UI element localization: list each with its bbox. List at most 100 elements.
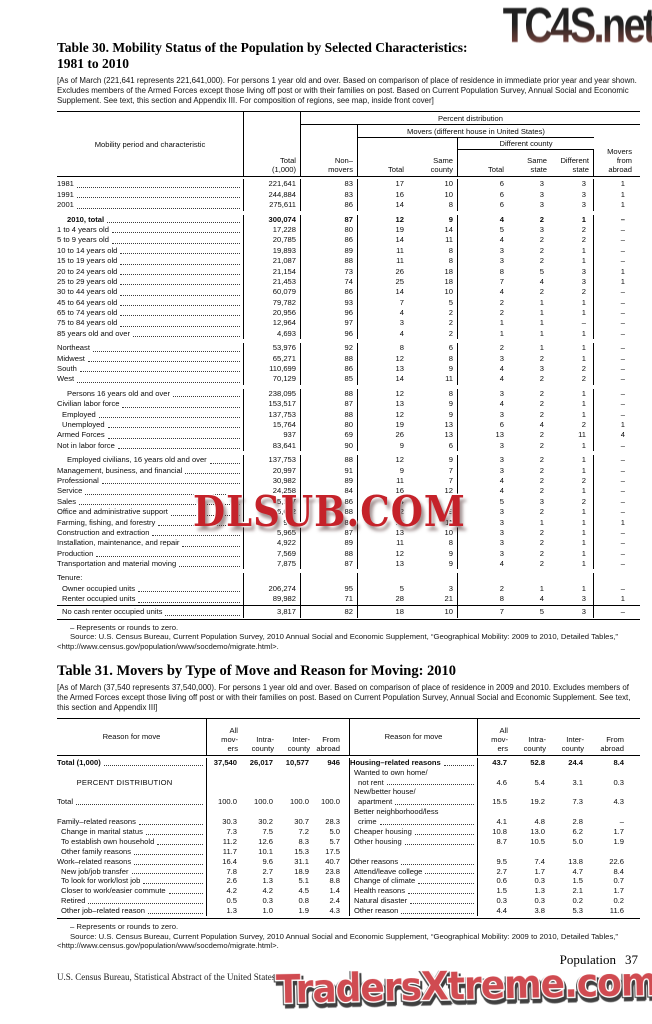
dot-leader xyxy=(209,455,240,464)
row-label: Management, business, and financial xyxy=(57,465,244,476)
cell: – xyxy=(620,486,625,496)
cell: 4 xyxy=(499,214,504,224)
row-label: Construction and extraction xyxy=(57,527,244,539)
cell: 1.5 xyxy=(572,876,583,886)
cell xyxy=(478,787,512,797)
cell: 7.3 xyxy=(572,797,583,807)
cell: 10 xyxy=(408,189,458,201)
cell xyxy=(588,807,640,817)
cell: 16.4 xyxy=(222,856,237,866)
table31-row: Total (1,000) 37,540 26,017 10,577 946 Housin… xyxy=(57,757,640,768)
cell: 4 xyxy=(399,308,404,318)
row-label: Total xyxy=(57,797,207,808)
table31-row: Other job–related reason 1.3 1.0 1.9 4.3 Othe… xyxy=(57,906,640,917)
dot-leader xyxy=(401,906,474,915)
col-header-movers-us: Movers (different house in United States… xyxy=(358,125,594,139)
cell: 15.5 xyxy=(492,797,507,807)
cell: 2 xyxy=(539,465,544,475)
cell: 5.3 xyxy=(572,906,583,916)
cell: 2 xyxy=(539,388,544,398)
cell xyxy=(551,573,594,584)
dot-leader xyxy=(117,441,240,450)
cell: 5 xyxy=(499,496,504,506)
table30-row: 1 to 4 years old 17,228 80 19 14 5 3 2 – xyxy=(57,224,640,236)
table30-body: 1981 221,641 83 17 10 6 3 3 1 1991 244,884 83 16 10 6 3… xyxy=(57,177,640,618)
cell: – xyxy=(620,388,625,398)
row-label xyxy=(57,807,207,818)
table31-row: Closer to work/easier commute 4.2 4.2 4.5 1.… xyxy=(57,886,640,897)
running-foot: Population 37 xyxy=(560,952,638,968)
row-label: Work–related reasons xyxy=(57,856,207,867)
cell: 13.0 xyxy=(530,827,545,837)
row-label: 5 to 9 years old xyxy=(57,235,244,246)
cell: – xyxy=(619,817,624,827)
cell: – xyxy=(620,548,625,558)
cell: 13 xyxy=(408,419,458,431)
cell: 275,611 xyxy=(244,200,301,211)
row-label: 25 to 29 years old xyxy=(57,276,244,288)
dot-leader xyxy=(170,507,240,516)
cell: 87 xyxy=(301,559,358,570)
cell: 3 xyxy=(499,548,504,558)
cell: 83,641 xyxy=(244,440,301,452)
cell: 88 xyxy=(301,256,358,267)
col-header-from-abroad-right: From abroad xyxy=(600,734,624,753)
cell: 6 xyxy=(499,189,504,199)
cell: – xyxy=(620,374,625,384)
cell: 9 xyxy=(408,214,458,225)
row-label: Installation, maintenance, and repair xyxy=(57,538,244,549)
table30-row: Renter occupied units 89,982 71 28 21 8 4 3 1 xyxy=(57,594,640,605)
cell: 3,817 xyxy=(244,605,301,618)
cell: 10 xyxy=(408,605,458,618)
table31-row: New job/job transfer 7.8 2.7 18.9 23.8 Attend… xyxy=(57,866,640,877)
cell: 11 xyxy=(408,235,458,246)
cell: 12 xyxy=(395,353,404,363)
cell: 9 xyxy=(408,559,458,570)
cell: 2 xyxy=(539,455,544,465)
cell: 93 xyxy=(301,297,358,309)
cell xyxy=(244,573,301,584)
cell: – xyxy=(620,559,625,569)
cell xyxy=(594,573,640,583)
cell: 5.4 xyxy=(534,777,545,787)
cell: 15,764 xyxy=(244,419,301,431)
row-label: Service xyxy=(57,486,244,497)
cell xyxy=(278,778,314,788)
table31-row: New/better house/ xyxy=(57,787,640,798)
cell xyxy=(207,807,242,817)
cell: 12 xyxy=(395,388,404,398)
cell: 1 xyxy=(539,583,544,593)
cell: 11 xyxy=(396,256,404,266)
cell: 22.6 xyxy=(609,856,624,866)
cell: 84 xyxy=(301,517,358,528)
cell: 90 xyxy=(301,440,358,452)
cell: 9 xyxy=(399,440,404,450)
cell: 100.0 xyxy=(289,797,309,807)
cell: 9 xyxy=(408,496,458,508)
cell xyxy=(512,768,550,778)
dot-leader xyxy=(401,857,474,865)
cell: 8 xyxy=(408,388,458,400)
cell: 206,274 xyxy=(244,583,301,595)
table31-row: Change in marital status 7.3 7.5 7.2 5.0 Chea… xyxy=(57,827,640,837)
cell: 70,129 xyxy=(244,374,301,385)
dot-leader xyxy=(425,867,474,875)
row-label: West xyxy=(57,374,244,385)
cell: 1.4 xyxy=(314,886,350,897)
cell: 28 xyxy=(395,594,404,604)
row-label: Professional xyxy=(57,475,244,487)
cell: 13 xyxy=(395,364,404,374)
cell: 43.7 xyxy=(492,757,507,767)
cell: 3 xyxy=(539,179,544,189)
cell: 11 xyxy=(408,374,458,385)
cell: 137,753 xyxy=(244,455,301,466)
cell: 1 xyxy=(539,328,544,338)
row-label: 1991 xyxy=(57,189,244,201)
cell: 89 xyxy=(301,245,358,257)
cell: 2 xyxy=(539,409,544,419)
cell: 4 xyxy=(539,594,544,604)
cell: 5,965 xyxy=(244,527,301,539)
cell: 11 xyxy=(396,475,404,485)
cell: 2 xyxy=(551,475,594,487)
cell: 4 xyxy=(499,486,504,496)
